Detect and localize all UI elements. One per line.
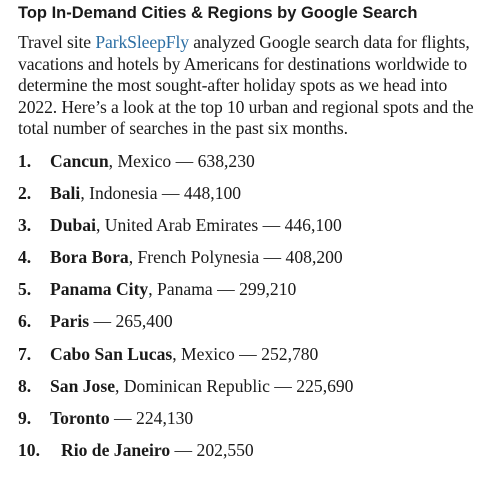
destination-region: , Dominican Republic — [115, 375, 270, 396]
rank-number: 4. — [18, 247, 32, 268]
destination-name: Panama City — [50, 279, 149, 300]
destination-name: Dubai — [50, 214, 96, 235]
intro-text-rest: analyzed Google search data for flights,… — [18, 32, 474, 138]
destination-region: , Panama — [148, 279, 213, 300]
list-item: 3. Dubai, United Arab Emirates — 446,100 — [18, 214, 480, 246]
intro-paragraph: Travel site ParkSleepFly analyzed Google… — [18, 32, 480, 140]
list-item: 1. Cancun, Mexico — 638,230 — [18, 150, 480, 182]
list-item: 6. Paris — 265,400 — [18, 310, 480, 342]
list-item: 10. Rio de Janeiro — 202,550 — [18, 439, 480, 471]
search-count: — 446,100 — [258, 214, 342, 235]
rank-number: 10. — [18, 440, 40, 461]
search-count: — 202,550 — [170, 440, 254, 461]
destination-region: , Mexico — [172, 343, 235, 364]
destination-region: , United Arab Emirates — [95, 214, 259, 235]
parksleepfly-link[interactable]: ParkSleepFly — [95, 32, 189, 52]
list-item: 2. Bali, Indonesia — 448,100 — [18, 182, 480, 214]
list-item: 8. San Jose, Dominican Republic — 225,690 — [18, 375, 480, 407]
destination-name: Cancun — [50, 150, 109, 171]
search-count: — 448,100 — [157, 182, 242, 203]
destination-list: 1. Cancun, Mexico — 638,230 2. Bali, Indon… — [18, 150, 480, 472]
destination-name: Toronto — [50, 408, 110, 428]
rank-number: 9. — [18, 408, 32, 428]
page-title: Top In-Demand Cities & Regions by Google… — [18, 4, 418, 22]
search-count: — 252,780 — [234, 343, 319, 364]
article-card: Top In-Demand Cities & Regions by Google… — [18, 4, 480, 471]
list-item: 4. Bora Bora, French Polynesia — 408,200 — [18, 246, 480, 278]
rank-number: 2. — [18, 182, 32, 203]
search-count: — 225,690 — [269, 375, 354, 396]
rank-number: 1. — [18, 150, 32, 171]
destination-region: , Mexico — [108, 150, 172, 171]
destination-name: Bali — [50, 182, 81, 203]
destination-region: , Indonesia — [80, 182, 158, 203]
search-count: — 224,130 — [109, 408, 194, 428]
destination-region: , French Polynesia — [128, 247, 260, 268]
destination-name: San Jose — [50, 375, 116, 396]
search-count: — 638,230 — [171, 150, 255, 171]
rank-number: 6. — [18, 311, 32, 332]
search-count: — 265,400 — [89, 311, 173, 332]
destination-name: Bora Bora — [50, 247, 129, 268]
destination-name: Paris — [50, 311, 90, 332]
list-item: 7. Cabo San Lucas, Mexico — 252,780 — [18, 343, 480, 375]
rank-number: 3. — [18, 214, 32, 235]
rank-number: 7. — [18, 343, 32, 364]
list-item: 5. Panama City, Panama — 299,210 — [18, 278, 480, 310]
search-count: — 299,210 — [212, 279, 297, 300]
rank-number: 5. — [18, 279, 32, 300]
search-count: — 408,200 — [259, 247, 343, 268]
destination-name: Cabo San Lucas — [50, 343, 173, 364]
rank-number: 8. — [18, 375, 32, 396]
intro-text-start: Travel site — [18, 32, 96, 52]
list-item: 9. Toronto — 224,130 — [18, 407, 480, 439]
destination-name: Rio de Janeiro — [61, 440, 171, 461]
